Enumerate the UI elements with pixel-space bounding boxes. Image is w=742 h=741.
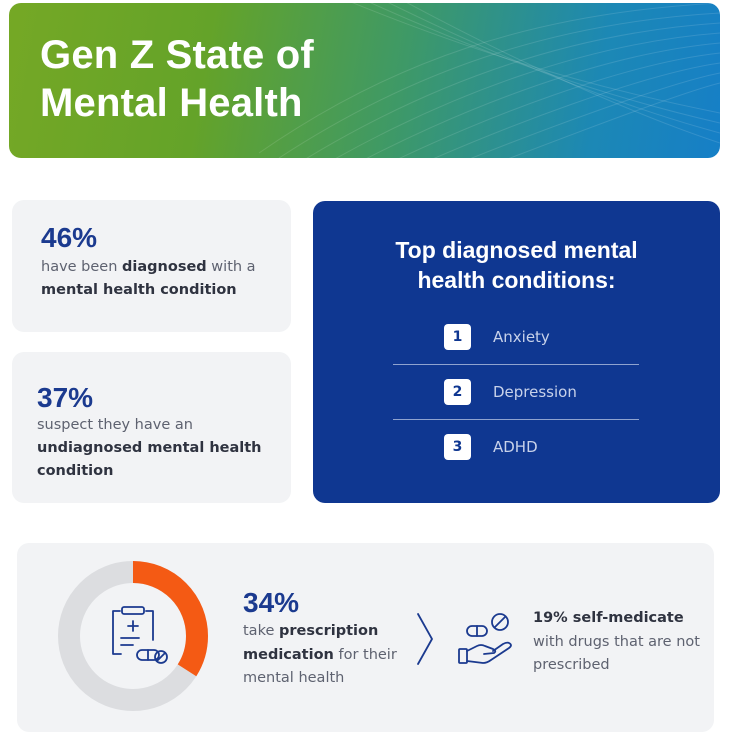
hand-with-pills-icon xyxy=(458,613,512,664)
top-conditions-title: Top diagnosed mental health conditions: xyxy=(313,235,720,295)
condition-label: ADHD xyxy=(493,438,538,456)
prescription-stat-card: 34% take prescription medication for the… xyxy=(17,543,714,732)
donut-value-arc xyxy=(58,561,208,711)
condition-row: 1 Anxiety xyxy=(393,311,639,365)
banner-wave-pattern xyxy=(258,3,720,158)
undiagnosed-description: suspect they have an undiagnosed mental … xyxy=(37,414,277,483)
prescription-text-bold: prescription medication xyxy=(243,623,379,663)
diagnosed-percent: 46% xyxy=(41,222,98,253)
prescription-text-post: for their mental health xyxy=(243,646,397,687)
page-title-line-2: Mental Health xyxy=(40,81,303,125)
prescription-donut-chart xyxy=(58,561,208,711)
diagnosed-description: have been diagnosed with a mental health… xyxy=(41,256,281,302)
diagnosed-text-bold-2: mental health condition xyxy=(41,282,237,298)
undiagnosed-text-bold: undiagnosed mental health condition xyxy=(37,440,262,479)
condition-rank-badge: 2 xyxy=(444,379,471,405)
condition-row: 2 Depression xyxy=(393,366,639,420)
self-medicate-description: 19% self-medicate with drugs that are no… xyxy=(533,607,703,678)
condition-label: Depression xyxy=(493,383,577,401)
prescription-description: take prescription medication for their m… xyxy=(243,620,403,691)
undiagnosed-percent: 37% xyxy=(37,382,94,413)
condition-rank-badge: 3 xyxy=(444,434,471,460)
chevron-right-icon xyxy=(417,613,433,665)
page-title: Gen Z State of Mental Health xyxy=(40,31,314,127)
page-title-line-1: Gen Z State of xyxy=(40,33,314,77)
self-medicate-text-post: with drugs that are not prescribed xyxy=(533,633,700,674)
prescription-text-pre: take xyxy=(243,623,279,639)
top-conditions-title-line-2: health conditions: xyxy=(417,267,616,293)
top-conditions-panel: Top diagnosed mental health conditions: … xyxy=(313,201,720,503)
self-medicate-text-bold: 19% self-medicate xyxy=(533,610,684,626)
prescription-clipboard-icon xyxy=(112,606,168,664)
undiagnosed-stat-card: 37% suspect they have an undiagnosed men… xyxy=(12,352,291,503)
prescription-percent: 34% xyxy=(243,587,300,618)
condition-label: Anxiety xyxy=(493,328,550,346)
diagnosed-stat-card: 46% have been diagnosed with a mental he… xyxy=(12,200,291,332)
condition-rank-badge: 1 xyxy=(444,324,471,350)
diagnosed-text-mid: with a xyxy=(206,259,256,275)
undiagnosed-text-pre: suspect they have an xyxy=(37,417,193,433)
diagnosed-text-bold-1: diagnosed xyxy=(122,259,207,275)
header-banner: Gen Z State of Mental Health xyxy=(9,3,720,158)
condition-row: 3 ADHD xyxy=(393,421,639,475)
diagnosed-text-pre: have been xyxy=(41,259,123,275)
top-conditions-title-line-1: Top diagnosed mental xyxy=(395,237,638,263)
